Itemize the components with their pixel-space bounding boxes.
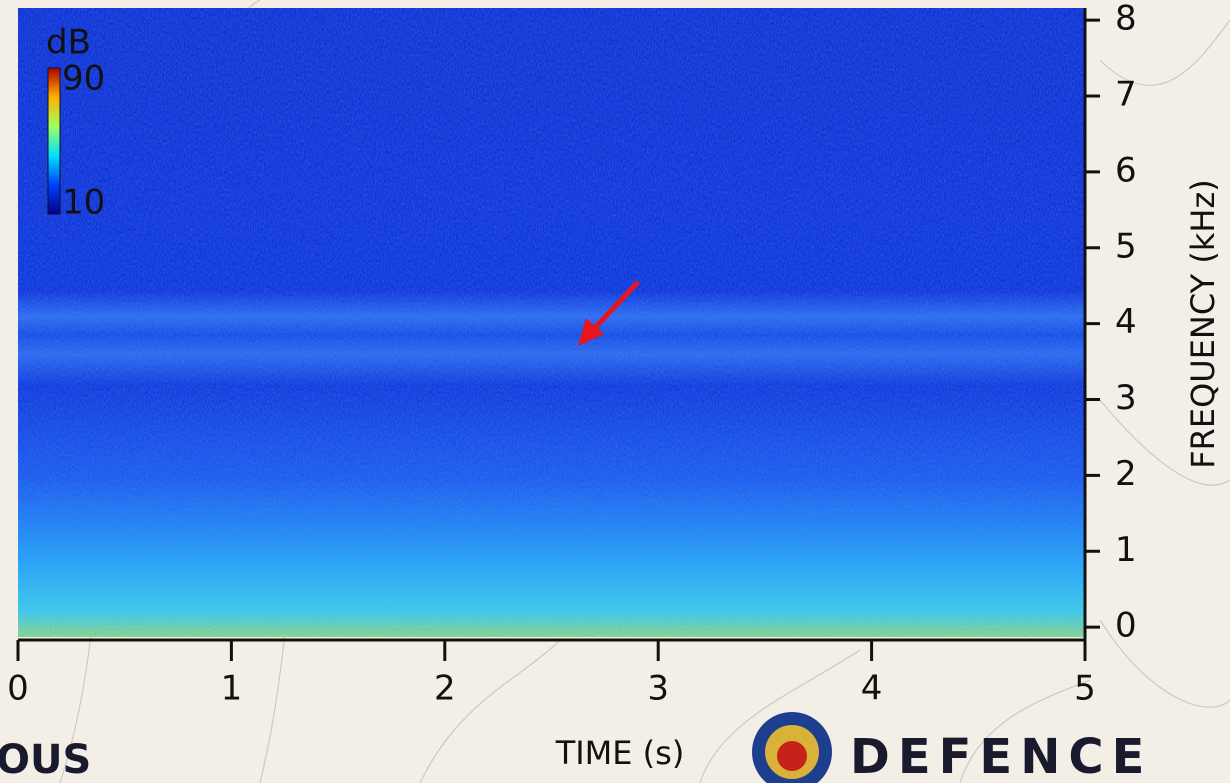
colorbar-title: dB: [46, 23, 91, 63]
y-axis-label: FREQUENCY (kHz): [1184, 179, 1222, 468]
y-tick-label: 7: [1115, 75, 1137, 115]
x-tick-label: 3: [647, 669, 669, 709]
x-tick-label: 1: [221, 669, 243, 709]
x-axis-label: TIME (s): [555, 734, 685, 772]
page: TIME (s) FREQUENCY (kHz) dB OUS DEFENCE …: [0, 0, 1230, 783]
y-tick-label: 3: [1115, 378, 1137, 418]
x-tick-label: 0: [7, 669, 29, 709]
colorbar-tick-label: 10: [62, 183, 105, 223]
logo: [752, 712, 832, 783]
y-tick-label: 0: [1115, 606, 1137, 646]
colorbar: [48, 68, 60, 214]
spectrogram: [18, 8, 1085, 637]
y-tick-label: 2: [1115, 454, 1137, 494]
y-tick-label: 8: [1115, 0, 1137, 39]
footer-text: OUS: [0, 737, 91, 783]
x-tick-label: 4: [861, 669, 883, 709]
y-tick-label: 5: [1115, 226, 1137, 266]
colorbar-tick-label: 90: [62, 59, 105, 99]
y-tick-label: 6: [1115, 150, 1137, 190]
spectrogram-texture: [18, 8, 1085, 637]
logo-text: DEFENCE: [850, 729, 1152, 783]
y-tick-label: 1: [1115, 530, 1137, 570]
x-tick-label: 5: [1074, 669, 1096, 709]
x-tick-label: 2: [434, 669, 456, 709]
logo-shield: [777, 741, 807, 771]
y-tick-label: 4: [1115, 302, 1137, 342]
